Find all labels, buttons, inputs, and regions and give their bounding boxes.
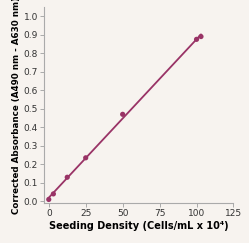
X-axis label: Seeding Density (Cells/mL x 10⁴): Seeding Density (Cells/mL x 10⁴) <box>49 221 229 231</box>
Point <box>51 192 55 196</box>
Point <box>121 112 125 116</box>
Point <box>65 175 69 179</box>
Point <box>199 35 203 38</box>
Point <box>84 156 88 160</box>
Point <box>194 37 198 41</box>
Point <box>47 198 51 201</box>
Y-axis label: Corrected Absorbance (A490 nm - A630 nm): Corrected Absorbance (A490 nm - A630 nm) <box>12 0 21 214</box>
